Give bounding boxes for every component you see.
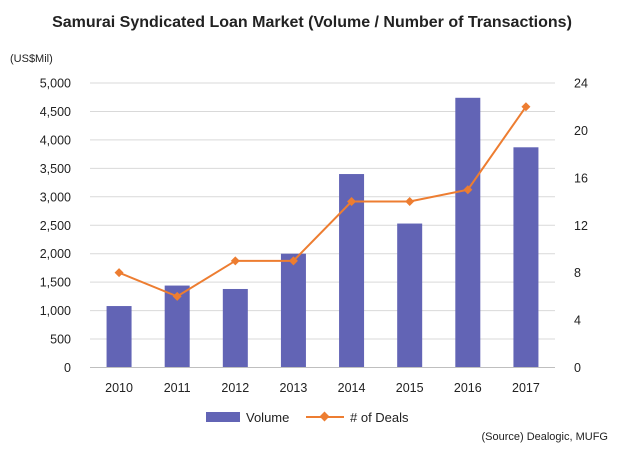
bar-2015 [397,223,423,368]
right-tick-label: 8 [574,266,581,280]
right-tick-label: 0 [574,361,581,375]
left-tick-label: 3,000 [40,190,71,204]
deals-marker-2014 [347,197,357,207]
left-tick-label: 1,000 [40,304,71,318]
deals-marker-2015 [405,197,415,207]
y-axis-unit-label: (US$Mil) [10,53,53,65]
deals-marker-2013 [288,256,298,266]
left-tick-label: 1,500 [40,276,71,290]
legend: Volume # of Deals [206,410,409,425]
right-tick-label: 4 [574,314,581,328]
deals-marker-2016 [463,185,473,195]
legend-swatch-deals-marker [319,411,330,422]
deals-marker-2017 [521,102,531,112]
x-tick-label: 2015 [396,381,424,395]
x-tick-label: 2014 [338,381,366,395]
gridlines [90,82,555,340]
line-series-deals [114,102,531,301]
left-tick-label: 2,000 [40,247,71,261]
bar-2014 [339,174,365,368]
right-axis-ticks: 0 4 8 12 16 20 24 [574,77,588,376]
left-tick-label: 0 [64,361,71,375]
chart-title: Samurai Syndicated Loan Market (Volume /… [52,14,572,31]
x-tick-label: 2010 [105,381,133,395]
legend-label-deals: # of Deals [350,410,409,425]
legend-label-volume: Volume [246,410,289,425]
x-tick-label: 2012 [221,381,249,395]
x-tick-label: 2017 [512,381,540,395]
deals-line [118,106,527,298]
source-note: (Source) Dealogic, MUFG [481,431,608,443]
right-tick-label: 24 [574,77,588,91]
bar-2010 [106,306,132,368]
x-tick-label: 2013 [280,381,308,395]
deals-marker-2010 [114,268,124,278]
right-tick-label: 20 [574,124,588,138]
bar-2012 [222,288,248,368]
x-tick-label: 2016 [454,381,482,395]
left-tick-label: 500 [50,333,71,347]
x-tick-label: 2011 [164,381,191,395]
right-tick-label: 12 [574,219,588,233]
left-tick-label: 4,000 [40,133,71,147]
left-tick-label: 2,500 [40,219,71,233]
left-tick-label: 4,500 [40,105,71,119]
bar-series-volume [106,97,539,368]
left-tick-label: 3,500 [40,162,71,176]
right-tick-label: 16 [574,171,588,185]
legend-swatch-volume [206,412,240,422]
deals-marker-2011 [172,291,182,301]
left-axis-ticks: 0 500 1,000 1,500 2,000 2,500 3,000 3,500 4,000 4… [40,77,71,376]
x-axis-ticks: 2010 2011 2012 2013 2014 2015 2016 2017 [105,381,540,395]
left-tick-label: 5,000 [40,77,71,91]
bar-2016 [455,97,481,368]
bar-2017 [513,147,539,368]
bar-2013 [280,253,306,368]
deals-marker-2012 [230,256,240,266]
